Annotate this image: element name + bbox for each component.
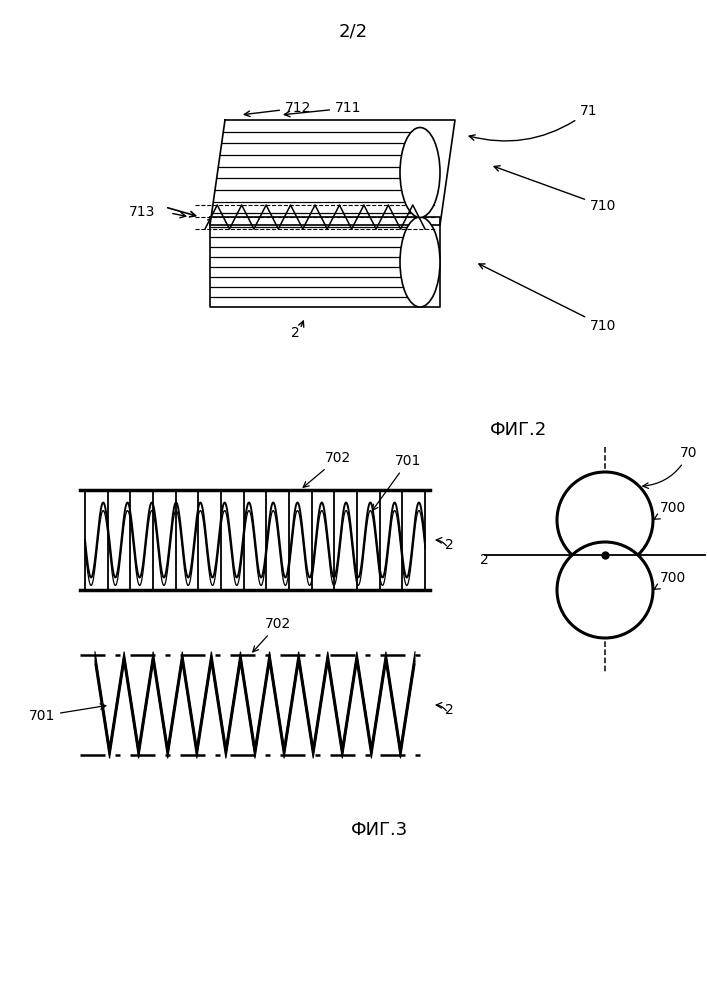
Text: 710: 710 xyxy=(479,264,617,333)
Text: 2: 2 xyxy=(480,553,489,567)
Text: ФИГ.2: ФИГ.2 xyxy=(490,421,547,439)
Text: 702: 702 xyxy=(303,451,351,487)
Text: 70: 70 xyxy=(643,446,698,488)
Polygon shape xyxy=(210,120,455,225)
Text: 710: 710 xyxy=(494,166,617,213)
Text: 2: 2 xyxy=(445,538,454,552)
Text: 702: 702 xyxy=(253,617,291,652)
Text: 71: 71 xyxy=(469,104,597,141)
Text: 2/2: 2/2 xyxy=(339,23,368,41)
Text: 700: 700 xyxy=(654,571,686,589)
Polygon shape xyxy=(210,217,440,307)
Ellipse shape xyxy=(400,127,440,218)
Text: 711: 711 xyxy=(284,101,361,117)
Ellipse shape xyxy=(400,217,440,307)
Text: ФИГ.3: ФИГ.3 xyxy=(351,821,409,839)
Text: 700: 700 xyxy=(654,501,686,519)
Text: 701: 701 xyxy=(28,704,106,723)
Circle shape xyxy=(557,472,653,568)
Circle shape xyxy=(557,542,653,638)
Text: 701: 701 xyxy=(373,454,421,510)
Text: 712: 712 xyxy=(245,101,311,117)
Text: 2: 2 xyxy=(291,326,299,340)
Text: 713: 713 xyxy=(129,205,155,219)
Text: 2: 2 xyxy=(445,703,454,717)
